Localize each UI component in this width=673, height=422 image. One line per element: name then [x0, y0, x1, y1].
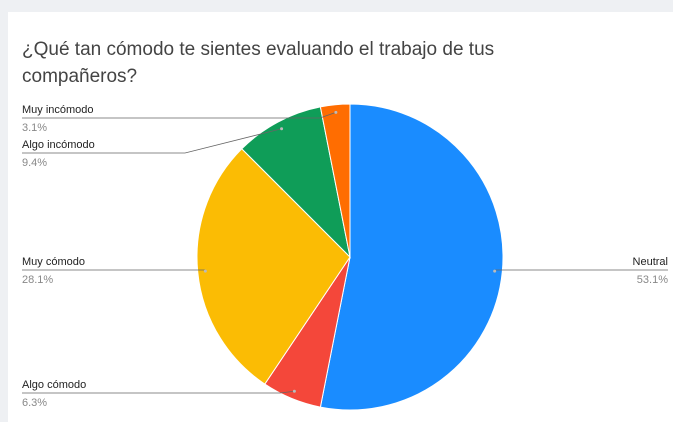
- slice-value: 3.1%: [22, 122, 47, 134]
- pie-slice: [319, 103, 504, 411]
- leader-dot: [334, 110, 338, 114]
- chart-title: ¿Qué tan cómodo te sientes evaluando el …: [22, 39, 495, 87]
- leader-dot: [292, 389, 296, 393]
- leader-line: [494, 269, 668, 272]
- slice-value: 53.1%: [637, 274, 668, 286]
- leader-dot: [493, 269, 497, 273]
- slice-label: Muy cómodo: [22, 256, 85, 268]
- pie-slice: [319, 103, 351, 258]
- slice-label: Algo incómodo: [22, 139, 95, 151]
- leader-dot: [203, 269, 207, 273]
- slice-label: Neutral: [633, 256, 668, 268]
- leader-line: [22, 111, 337, 119]
- leader-dot: [280, 127, 284, 131]
- slice-value: 6.3%: [22, 397, 47, 409]
- pie-slice: [241, 106, 351, 259]
- slice-value: 28.1%: [22, 274, 53, 286]
- leader-line: [22, 128, 282, 154]
- slice-label: Algo cómodo: [22, 379, 86, 391]
- leader-line: [22, 269, 206, 272]
- pie-slice: [196, 148, 351, 385]
- slice-value: 9.4%: [22, 157, 47, 169]
- leader-line: [22, 390, 295, 394]
- slice-label: Muy incómodo: [22, 104, 94, 116]
